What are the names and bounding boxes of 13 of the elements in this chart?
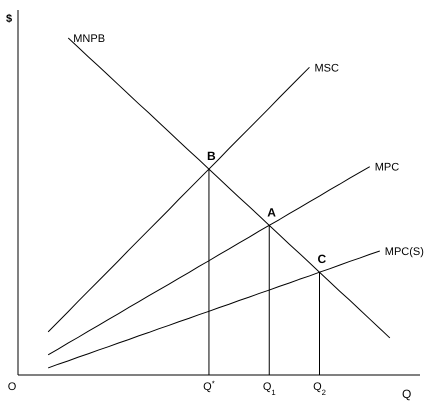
y-axis-title: $: [6, 13, 12, 25]
series-label: MPC(S): [384, 246, 424, 258]
x-tick-label: Q$^{*}$: [203, 378, 215, 393]
annotation: C: [318, 252, 326, 266]
series-label: MNPB: [73, 32, 106, 45]
x-tick-label: Q$_{1}$: [262, 381, 276, 396]
x-axis-title: Q: [402, 387, 412, 401]
x-tick-label: Q$_{2}$: [313, 381, 326, 396]
x-tick-label: O: [8, 381, 17, 393]
series-label: MSC: [314, 62, 339, 74]
series-label: MPC: [374, 162, 400, 174]
annotation: A: [267, 205, 276, 220]
annotation: B: [206, 149, 216, 164]
